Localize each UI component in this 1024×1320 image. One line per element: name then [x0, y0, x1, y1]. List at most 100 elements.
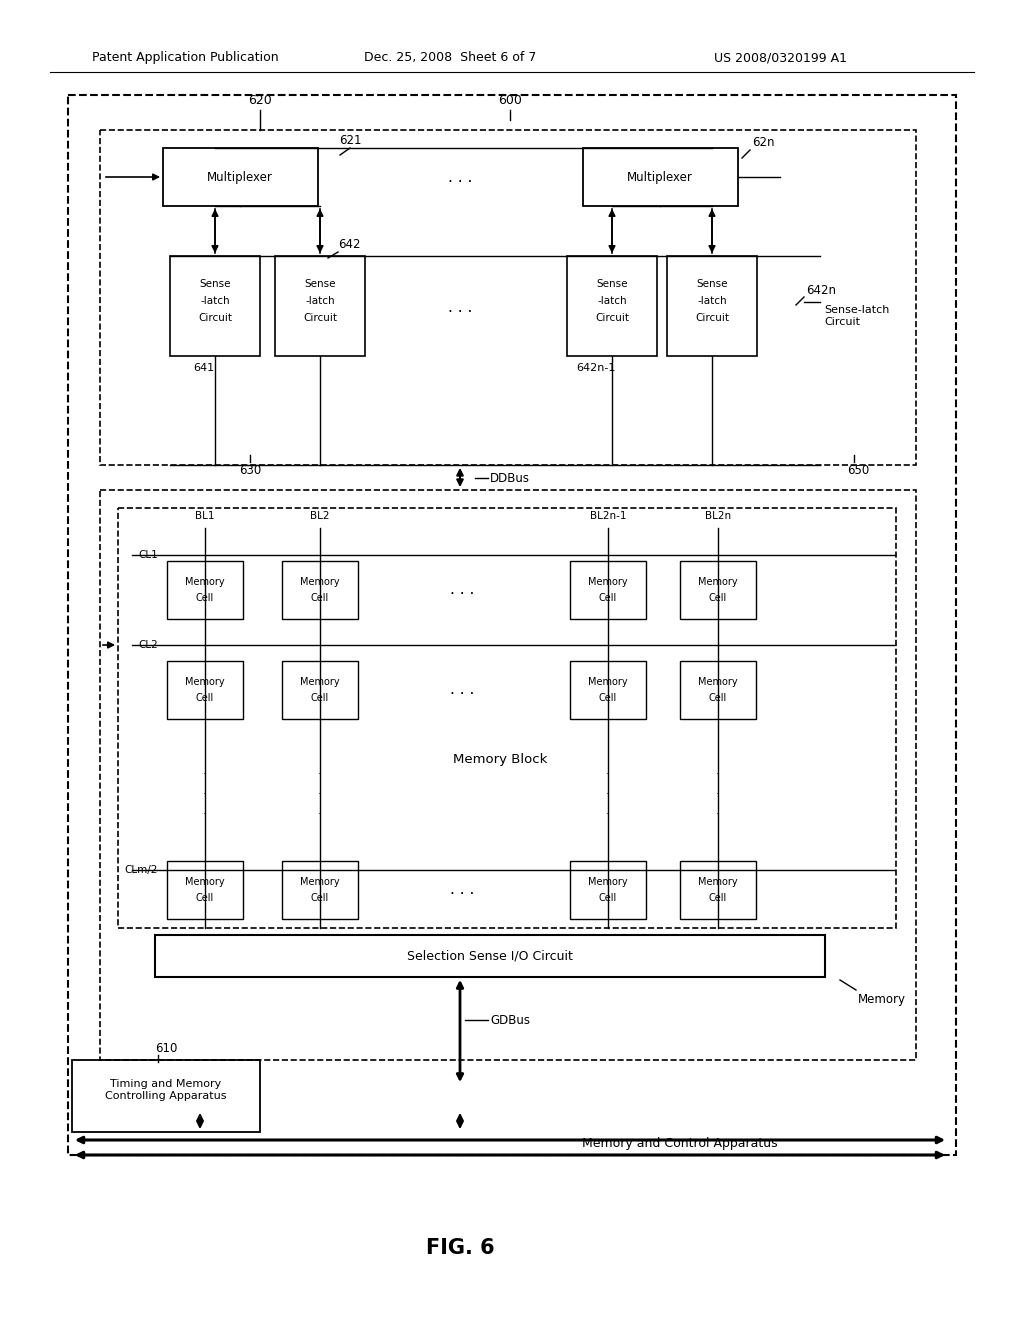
- Bar: [570, 561, 646, 619]
- Bar: [155, 935, 825, 977]
- Text: .: .: [606, 784, 610, 796]
- Text: BL2n-1: BL2n-1: [590, 511, 627, 521]
- Text: Sense-latch
Circuit: Sense-latch Circuit: [824, 305, 890, 327]
- Text: Memory: Memory: [698, 876, 738, 887]
- Text: Cell: Cell: [709, 593, 727, 603]
- Text: 620: 620: [248, 94, 272, 107]
- Text: Selection Sense I/O Circuit: Selection Sense I/O Circuit: [408, 949, 573, 962]
- Text: Sense: Sense: [596, 279, 628, 289]
- Text: 641: 641: [193, 363, 214, 374]
- Text: Memory: Memory: [588, 876, 628, 887]
- Bar: [282, 861, 358, 919]
- Text: .: .: [716, 784, 720, 796]
- Text: Memory: Memory: [858, 994, 906, 1006]
- Text: Cell: Cell: [196, 693, 214, 704]
- Text: Sense: Sense: [200, 279, 230, 289]
- Text: Memory: Memory: [185, 876, 225, 887]
- Text: Cell: Cell: [709, 693, 727, 704]
- Bar: [282, 661, 358, 719]
- Text: US 2008/0320199 A1: US 2008/0320199 A1: [714, 51, 847, 65]
- Text: .: .: [318, 804, 322, 817]
- Text: 642n-1: 642n-1: [575, 363, 615, 374]
- Text: -latch: -latch: [697, 296, 727, 306]
- Text: 610: 610: [155, 1041, 177, 1055]
- Text: Memory: Memory: [300, 677, 340, 686]
- Text: Memory: Memory: [185, 577, 225, 587]
- Text: Cell: Cell: [196, 593, 214, 603]
- Bar: [275, 256, 365, 356]
- Bar: [167, 561, 243, 619]
- Text: CL1: CL1: [138, 550, 158, 560]
- Bar: [68, 95, 956, 1155]
- Text: CL2: CL2: [138, 640, 158, 649]
- Text: Cell: Cell: [311, 894, 329, 903]
- Bar: [570, 861, 646, 919]
- Bar: [163, 148, 318, 206]
- Text: Memory: Memory: [300, 577, 340, 587]
- Text: Circuit: Circuit: [303, 313, 337, 323]
- Text: Cell: Cell: [311, 593, 329, 603]
- Bar: [72, 1060, 260, 1133]
- Bar: [167, 861, 243, 919]
- Text: Circuit: Circuit: [695, 313, 729, 323]
- Text: BL1: BL1: [196, 511, 215, 521]
- Text: DDBus: DDBus: [490, 471, 530, 484]
- Text: . . .: . . .: [447, 169, 472, 185]
- Text: .: .: [203, 804, 207, 817]
- Bar: [667, 256, 757, 356]
- Text: -latch: -latch: [305, 296, 335, 306]
- Text: 642n: 642n: [806, 284, 836, 297]
- Bar: [100, 490, 916, 1060]
- Text: Memory Block: Memory Block: [453, 754, 547, 767]
- Bar: [167, 661, 243, 719]
- Text: GDBus: GDBus: [490, 1014, 530, 1027]
- Bar: [680, 561, 756, 619]
- Text: Memory: Memory: [588, 577, 628, 587]
- Text: .: .: [318, 784, 322, 796]
- Text: Memory: Memory: [300, 876, 340, 887]
- Text: Memory: Memory: [698, 677, 738, 686]
- Text: 600: 600: [498, 94, 522, 107]
- Text: 650: 650: [847, 463, 869, 477]
- Text: BL2: BL2: [310, 511, 330, 521]
- Text: .: .: [203, 763, 207, 776]
- Text: . . .: . . .: [450, 883, 474, 898]
- Text: 642: 642: [338, 239, 360, 252]
- Bar: [680, 661, 756, 719]
- Text: Sense: Sense: [304, 279, 336, 289]
- Text: Memory: Memory: [185, 677, 225, 686]
- Text: Cell: Cell: [311, 693, 329, 704]
- Text: .: .: [318, 763, 322, 776]
- Text: Multiplexer: Multiplexer: [627, 170, 693, 183]
- Text: Memory: Memory: [698, 577, 738, 587]
- Text: . . .: . . .: [450, 582, 474, 598]
- Text: Multiplexer: Multiplexer: [207, 170, 273, 183]
- Text: .: .: [203, 784, 207, 796]
- Text: Cell: Cell: [599, 693, 617, 704]
- Text: -latch: -latch: [597, 296, 627, 306]
- Text: Patent Application Publication: Patent Application Publication: [92, 51, 279, 65]
- Text: Cell: Cell: [599, 894, 617, 903]
- Text: FIG. 6: FIG. 6: [426, 1238, 495, 1258]
- Text: .: .: [606, 804, 610, 817]
- Text: .: .: [606, 763, 610, 776]
- Text: . . .: . . .: [447, 300, 472, 314]
- Text: .: .: [716, 763, 720, 776]
- Text: Memory: Memory: [588, 677, 628, 686]
- Text: 621: 621: [339, 133, 361, 147]
- Text: BL2n: BL2n: [705, 511, 731, 521]
- Bar: [100, 129, 916, 465]
- Text: Circuit: Circuit: [595, 313, 629, 323]
- Text: Timing and Memory
Controlling Apparatus: Timing and Memory Controlling Apparatus: [105, 1080, 226, 1101]
- Bar: [118, 508, 896, 928]
- Bar: [282, 561, 358, 619]
- Text: . . .: . . .: [450, 682, 474, 697]
- Text: .: .: [716, 804, 720, 817]
- Bar: [170, 256, 260, 356]
- Text: Sense: Sense: [696, 279, 728, 289]
- Text: Cell: Cell: [196, 894, 214, 903]
- Text: 62n: 62n: [752, 136, 774, 149]
- Text: CLm/2: CLm/2: [125, 865, 158, 875]
- Text: Cell: Cell: [599, 593, 617, 603]
- Text: Cell: Cell: [709, 894, 727, 903]
